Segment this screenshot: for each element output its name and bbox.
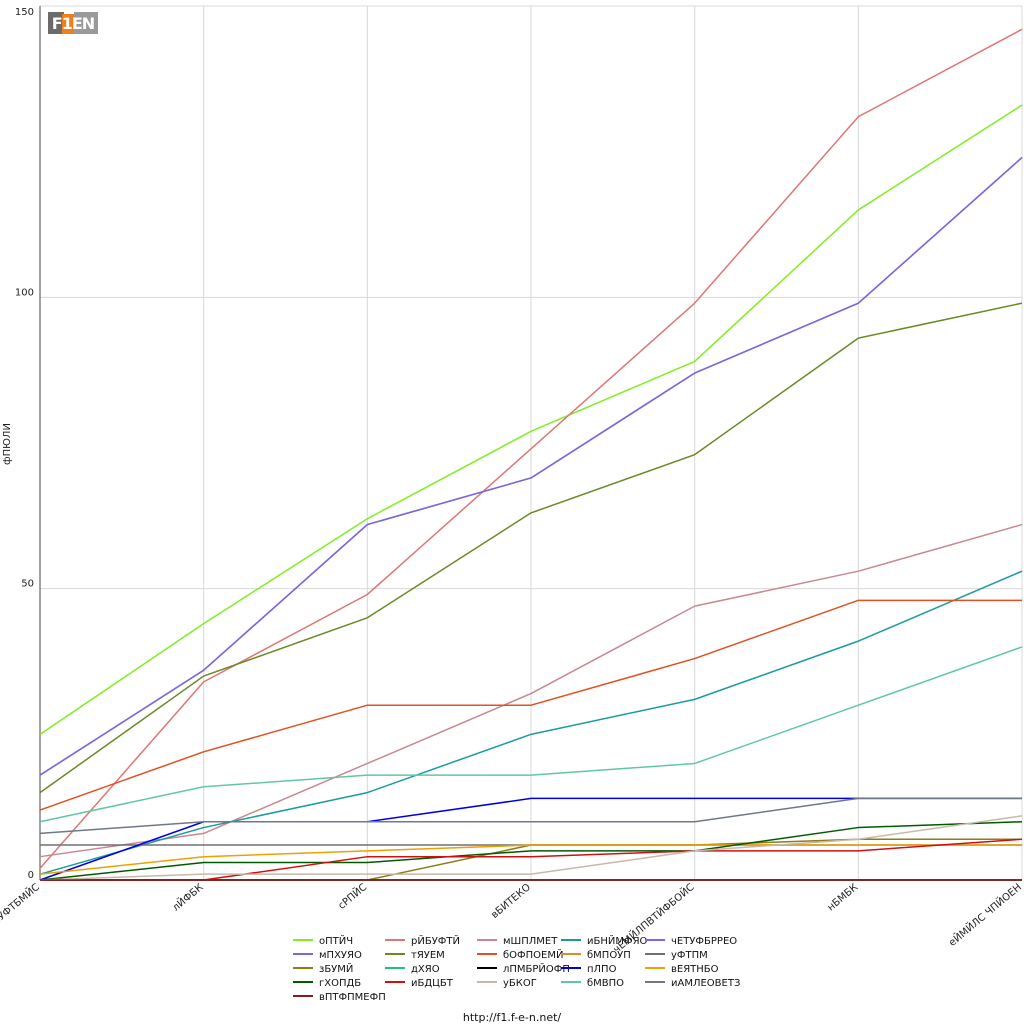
legend-label: иБДЦБТ (411, 978, 454, 989)
logo-text: F1EN (52, 14, 94, 33)
legend-label: оПТЙЧ (319, 934, 353, 947)
series-line (39, 797, 1022, 835)
x-tick-label: лЙФБК (169, 880, 205, 913)
series-line (39, 570, 1023, 875)
legend-label: вЕЯТНБО (671, 964, 719, 975)
legend-label: тЯУЕМ (411, 950, 445, 961)
legend-label: мШПЛМЕТ (503, 936, 558, 947)
legend-label: иАМЛЕОВЕТЗ (671, 978, 740, 989)
legend-label: чЕТУФБРРЕО (671, 936, 737, 947)
series-line (39, 104, 1023, 735)
legend-label: иБНЙМФЯО (587, 934, 648, 947)
x-tick-label: вБИТЕКО (489, 882, 533, 921)
logo-box-2 (62, 14, 76, 34)
legend-label: уБКОГ (503, 978, 537, 989)
legend-label: бМВПО (587, 978, 624, 989)
series-line (39, 815, 1023, 881)
x-tick-label: сРПЙС (335, 880, 369, 912)
legend-label: бОФПОЕМЙ (503, 948, 563, 961)
legend-label: зБУМЙ (319, 962, 353, 975)
series-line (39, 646, 1023, 823)
x-tick-label: еЙМЙЛС ЧПЙОЕН (946, 880, 1024, 948)
series-line (39, 28, 1023, 869)
legend-label: лПМБРЙОФП (503, 962, 570, 975)
y-axis-title: фПЮЛИ (2, 423, 13, 465)
logo-box-1 (48, 12, 64, 34)
legend-label: пЛПО (587, 964, 617, 975)
legend-label: рЙБУФТЙ (411, 934, 460, 947)
legend-label: бМПОУП (587, 950, 631, 961)
footer-url: http://f1.f-e-n.net/ (463, 1011, 562, 1024)
x-tick-label: нБМБК (826, 882, 861, 914)
x-tick-label: бЧУФТБМЙС (0, 880, 42, 931)
legend-label: гХОПДБ (319, 978, 361, 989)
series-line (39, 523, 1023, 858)
series-lines (39, 28, 1023, 881)
series-line (39, 844, 1022, 875)
legend-label: вПТФПМЕФП (319, 992, 386, 1003)
y-tick-label: 50 (21, 579, 34, 590)
series-line (39, 302, 1023, 794)
logo-box-3 (74, 12, 98, 34)
legend-label: мПХУЯО (319, 950, 362, 961)
series-line (39, 820, 1023, 881)
y-tick-label: 100 (15, 287, 34, 298)
legend-label: дХЯО (411, 964, 440, 975)
series-line (39, 599, 1022, 811)
grid (39, 5, 1023, 881)
legend-label: уФТПМ (671, 950, 708, 961)
y-tick-label: 0 (28, 870, 34, 881)
legend: оПТЙЧ рЙБУФТЙ мШПЛМЕТ иБНЙМФЯО чЕТУФБРРЕО мПХ… (293, 934, 740, 1003)
y-tick-label: 150 (15, 7, 34, 18)
logo: F1EN (48, 12, 98, 34)
series-line (39, 156, 1023, 776)
